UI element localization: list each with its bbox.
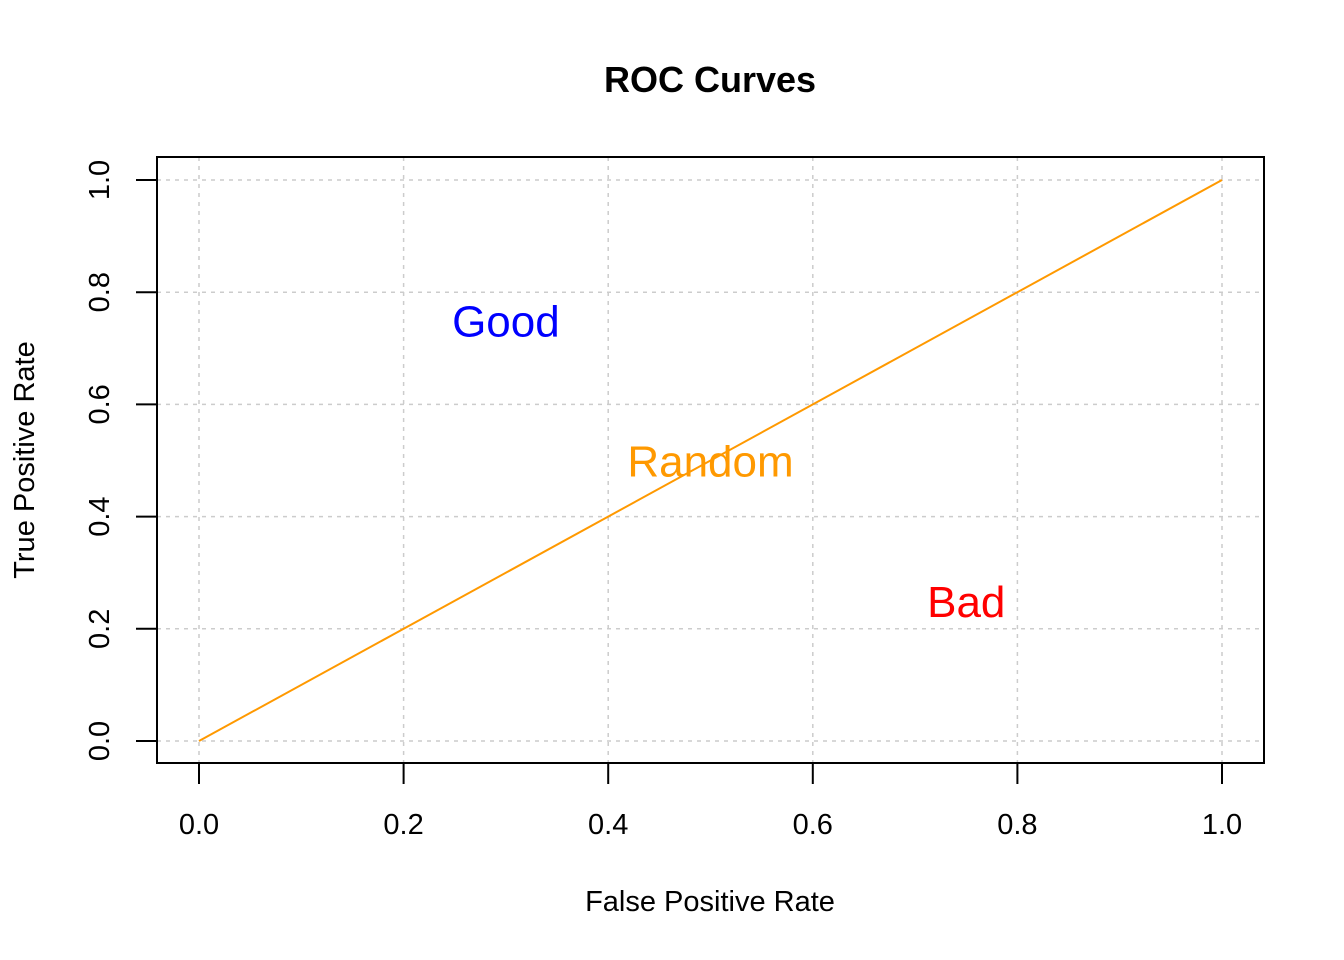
y-tick-label-5: 1.0 bbox=[84, 160, 116, 200]
chart-title: ROC Curves bbox=[604, 59, 816, 100]
x-tick-label-2: 0.4 bbox=[588, 809, 628, 841]
y-tick-label-4: 0.8 bbox=[84, 272, 116, 312]
series-line-0 bbox=[198, 179, 1223, 742]
annotation-good: Good bbox=[452, 297, 560, 346]
annotation-random: Random bbox=[627, 438, 793, 487]
x-axis: 0.0 0.2 0.4 0.6 0.8 1.0 bbox=[179, 762, 1242, 841]
y-axis-label: True Positive Rate bbox=[9, 341, 41, 578]
y-tick-label-3: 0.6 bbox=[84, 384, 116, 424]
y-tick-label-1: 0.2 bbox=[84, 609, 116, 649]
x-tick-label-5: 1.0 bbox=[1202, 809, 1242, 841]
x-tick-label-4: 0.8 bbox=[997, 809, 1037, 841]
x-axis-label: False Positive Rate bbox=[585, 886, 835, 918]
annotation-bad: Bad bbox=[927, 578, 1005, 627]
y-tick-label-2: 0.4 bbox=[84, 496, 116, 536]
annotation-layer: Good Random Bad bbox=[452, 297, 1005, 627]
y-tick-label-0: 0.0 bbox=[84, 721, 116, 761]
y-axis: 0.0 0.2 0.4 0.6 0.8 1.0 bbox=[84, 160, 158, 761]
grid-layer bbox=[157, 157, 1264, 763]
x-tick-label-0: 0.0 bbox=[179, 809, 219, 841]
x-tick-label-1: 0.2 bbox=[383, 809, 423, 841]
x-tick-label-3: 0.6 bbox=[793, 809, 833, 841]
series-layer bbox=[198, 179, 1223, 742]
